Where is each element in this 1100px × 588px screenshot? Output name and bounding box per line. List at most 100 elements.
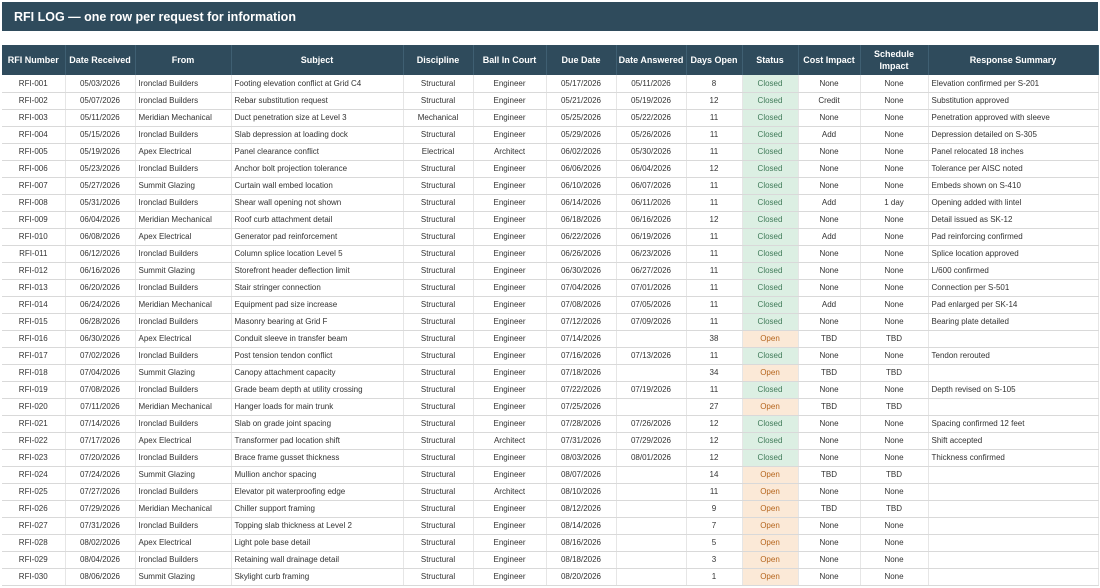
cost-impact-cell[interactable]: None (798, 211, 861, 229)
from-cell[interactable]: Ironclad Builders (135, 381, 232, 399)
days-open-cell[interactable]: 11 (686, 228, 743, 246)
schedule-impact-cell[interactable]: None (860, 534, 929, 552)
cost-impact-cell[interactable]: Add (798, 296, 861, 314)
schedule-impact-cell[interactable]: None (860, 126, 929, 144)
status-cell[interactable]: Closed (742, 245, 799, 263)
discipline-cell[interactable]: Structural (403, 534, 474, 552)
response-summary-cell[interactable]: Panel relocated 18 inches (928, 143, 1099, 161)
ball-in-court-cell[interactable]: Engineer (473, 211, 547, 229)
cost-impact-cell[interactable]: None (798, 262, 861, 280)
days-open-cell[interactable]: 11 (686, 177, 743, 195)
ball-in-court-cell[interactable]: Architect (473, 432, 547, 450)
schedule-impact-cell[interactable]: None (860, 211, 929, 229)
cost-impact-cell[interactable]: None (798, 483, 861, 501)
date-answered-cell[interactable] (616, 364, 687, 382)
rfi-number-cell[interactable]: RFI-021 (2, 415, 66, 433)
schedule-impact-cell[interactable]: 1 day (860, 194, 929, 212)
due-date-cell[interactable]: 07/22/2026 (546, 381, 617, 399)
date-received-cell[interactable]: 07/31/2026 (65, 517, 136, 535)
schedule-impact-cell[interactable]: None (860, 109, 929, 127)
discipline-cell[interactable]: Structural (403, 551, 474, 569)
status-cell[interactable]: Closed (742, 279, 799, 297)
due-date-cell[interactable]: 06/02/2026 (546, 143, 617, 161)
from-cell[interactable]: Ironclad Builders (135, 245, 232, 263)
discipline-cell[interactable]: Structural (403, 279, 474, 297)
days-open-cell[interactable]: 11 (686, 296, 743, 314)
due-date-cell[interactable]: 06/14/2026 (546, 194, 617, 212)
ball-in-court-cell[interactable]: Engineer (473, 92, 547, 110)
from-cell[interactable]: Apex Electrical (135, 330, 232, 348)
rfi-number-cell[interactable]: RFI-027 (2, 517, 66, 535)
subject-cell[interactable]: Skylight curb framing (231, 568, 404, 586)
from-cell[interactable]: Meridian Mechanical (135, 398, 232, 416)
subject-cell[interactable]: Retaining wall drainage detail (231, 551, 404, 569)
schedule-impact-cell[interactable]: TBD (860, 466, 929, 484)
rfi-number-cell[interactable]: RFI-028 (2, 534, 66, 552)
cost-impact-cell[interactable]: TBD (798, 364, 861, 382)
table-row[interactable]: RFI-027 07/31/2026 Ironclad Builders Toppin… (2, 517, 1099, 535)
rfi-number-cell[interactable]: RFI-018 (2, 364, 66, 382)
status-cell[interactable]: Closed (742, 211, 799, 229)
date-received-cell[interactable]: 06/12/2026 (65, 245, 136, 263)
date-received-cell[interactable]: 06/16/2026 (65, 262, 136, 280)
date-answered-cell[interactable] (616, 500, 687, 518)
date-answered-cell[interactable] (616, 517, 687, 535)
table-row[interactable]: RFI-002 05/07/2026 Ironclad Builders Rebar … (2, 92, 1099, 110)
response-summary-cell[interactable]: Tendon rerouted (928, 347, 1099, 365)
due-date-cell[interactable]: 06/26/2026 (546, 245, 617, 263)
rfi-number-cell[interactable]: RFI-025 (2, 483, 66, 501)
from-cell[interactable]: Summit Glazing (135, 568, 232, 586)
table-row[interactable]: RFI-007 05/27/2026 Summit Glazing Curtain w… (2, 177, 1099, 195)
rfi-number-cell[interactable]: RFI-016 (2, 330, 66, 348)
subject-cell[interactable]: Footing elevation conflict at Grid C4 (231, 75, 404, 93)
cost-impact-cell[interactable]: None (798, 75, 861, 93)
rfi-number-cell[interactable]: RFI-004 (2, 126, 66, 144)
cost-impact-cell[interactable]: TBD (798, 466, 861, 484)
subject-cell[interactable]: Brace frame gusset thickness (231, 449, 404, 467)
cost-impact-cell[interactable]: None (798, 313, 861, 331)
table-row[interactable]: RFI-029 08/04/2026 Ironclad Builders Retain… (2, 551, 1099, 569)
table-row[interactable]: RFI-004 05/15/2026 Ironclad Builders Slab d… (2, 126, 1099, 144)
discipline-cell[interactable]: Structural (403, 313, 474, 331)
discipline-cell[interactable]: Electrical (403, 143, 474, 161)
rfi-number-cell[interactable]: RFI-009 (2, 211, 66, 229)
status-cell[interactable]: Closed (742, 126, 799, 144)
subject-cell[interactable]: Topping slab thickness at Level 2 (231, 517, 404, 535)
cost-impact-cell[interactable]: TBD (798, 500, 861, 518)
from-cell[interactable]: Ironclad Builders (135, 75, 232, 93)
table-row[interactable]: RFI-030 08/06/2026 Summit Glazing Skylight … (2, 568, 1099, 586)
response-summary-cell[interactable]: Bearing plate detailed (928, 313, 1099, 331)
discipline-cell[interactable]: Structural (403, 381, 474, 399)
from-cell[interactable]: Ironclad Builders (135, 194, 232, 212)
header-schedule-impact[interactable]: Schedule Impact (860, 45, 929, 75)
schedule-impact-cell[interactable]: None (860, 381, 929, 399)
schedule-impact-cell[interactable]: None (860, 245, 929, 263)
table-row[interactable]: RFI-013 06/20/2026 Ironclad Builders Stair … (2, 279, 1099, 297)
days-open-cell[interactable]: 9 (686, 500, 743, 518)
table-row[interactable]: RFI-006 05/23/2026 Ironclad Builders Anchor… (2, 160, 1099, 178)
discipline-cell[interactable]: Structural (403, 245, 474, 263)
table-row[interactable]: RFI-026 07/29/2026 Meridian Mechanical Chil… (2, 500, 1099, 518)
response-summary-cell[interactable]: Pad enlarged per SK-14 (928, 296, 1099, 314)
date-answered-cell[interactable]: 05/26/2026 (616, 126, 687, 144)
due-date-cell[interactable]: 08/03/2026 (546, 449, 617, 467)
header-days-open[interactable]: Days Open (686, 45, 743, 75)
response-summary-cell[interactable]: Penetration approved with sleeve (928, 109, 1099, 127)
table-row[interactable]: RFI-014 06/24/2026 Meridian Mechanical Equi… (2, 296, 1099, 314)
date-received-cell[interactable]: 05/11/2026 (65, 109, 136, 127)
response-summary-cell[interactable]: Splice location approved (928, 245, 1099, 263)
subject-cell[interactable]: Anchor bolt projection tolerance (231, 160, 404, 178)
date-received-cell[interactable]: 06/04/2026 (65, 211, 136, 229)
response-summary-cell[interactable] (928, 551, 1099, 569)
rfi-number-cell[interactable]: RFI-019 (2, 381, 66, 399)
date-answered-cell[interactable]: 07/09/2026 (616, 313, 687, 331)
cost-impact-cell[interactable]: None (798, 449, 861, 467)
days-open-cell[interactable]: 8 (686, 75, 743, 93)
days-open-cell[interactable]: 3 (686, 551, 743, 569)
subject-cell[interactable]: Panel clearance conflict (231, 143, 404, 161)
date-received-cell[interactable]: 05/15/2026 (65, 126, 136, 144)
days-open-cell[interactable]: 11 (686, 483, 743, 501)
due-date-cell[interactable]: 06/30/2026 (546, 262, 617, 280)
due-date-cell[interactable]: 08/18/2026 (546, 551, 617, 569)
due-date-cell[interactable]: 08/12/2026 (546, 500, 617, 518)
